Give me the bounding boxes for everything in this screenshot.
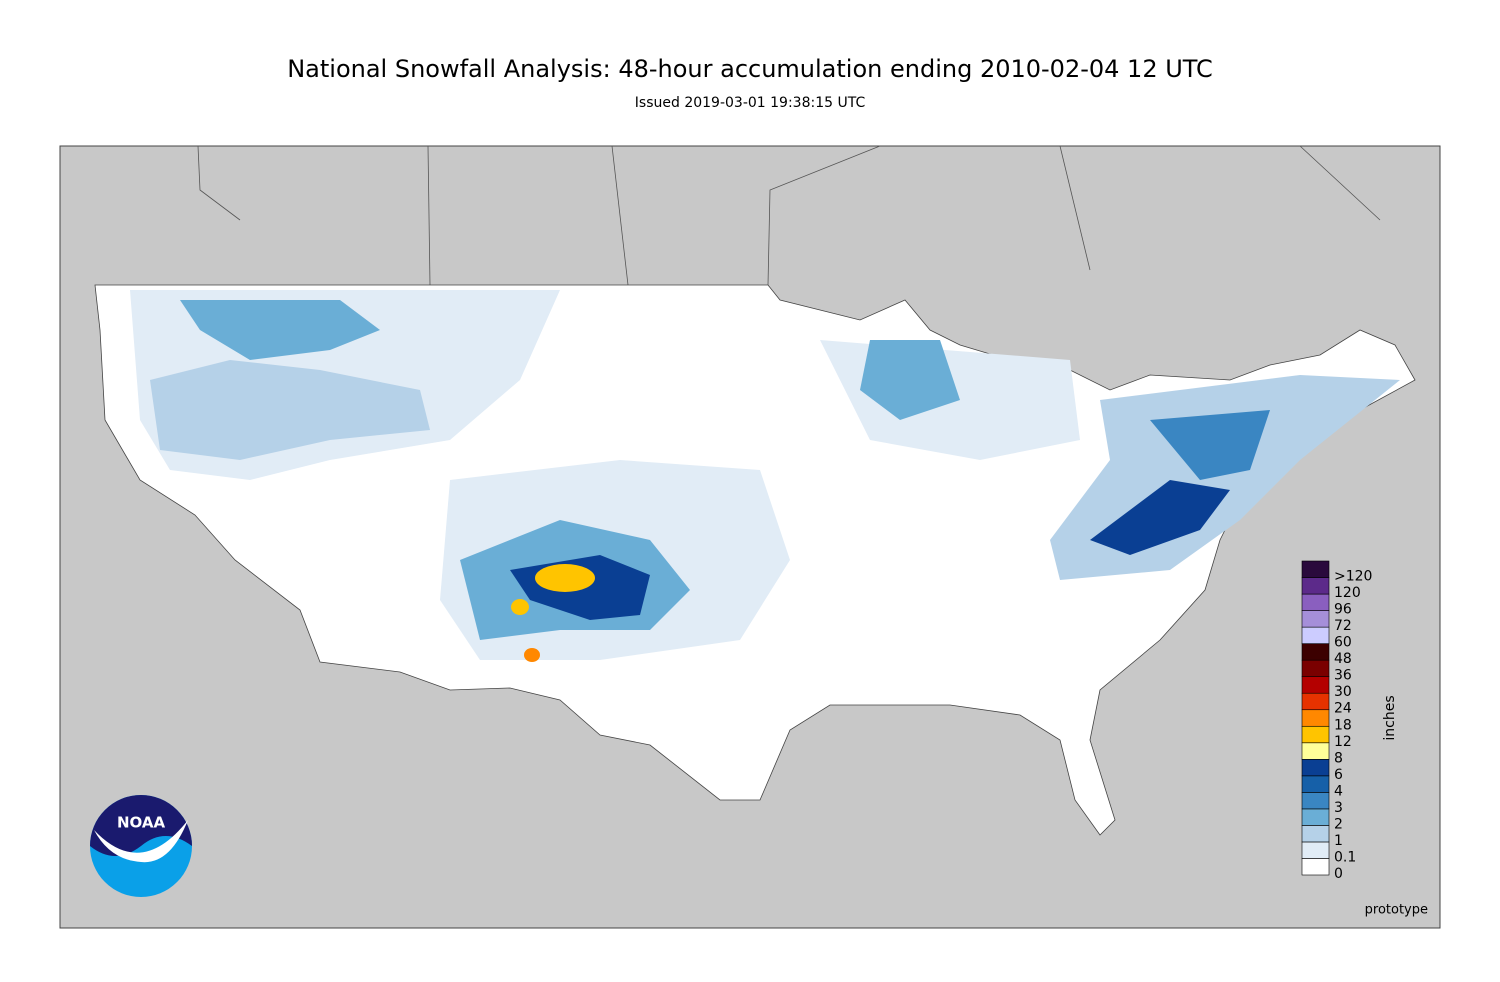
legend-label: 48 <box>1334 651 1352 667</box>
legend-swatch <box>1301 825 1330 843</box>
legend-swatch <box>1301 759 1330 777</box>
legend-swatch <box>1301 858 1330 876</box>
title: National Snowfall Analysis: 48-hour accu… <box>287 55 1213 83</box>
legend-label: 72 <box>1334 618 1352 634</box>
legend-swatch <box>1301 626 1330 644</box>
legend-label: 6 <box>1334 767 1343 783</box>
legend-label: 0 <box>1334 866 1343 882</box>
noaa-logo: NOAA <box>90 795 192 897</box>
legend-swatch <box>1301 709 1330 727</box>
legend-label: 30 <box>1334 684 1352 700</box>
legend-swatch <box>1301 560 1330 578</box>
legend-label: 1 <box>1334 833 1343 849</box>
logo-text: NOAA <box>117 814 166 832</box>
legend-swatch <box>1301 775 1330 793</box>
legend-swatch <box>1301 692 1330 711</box>
legend-label: 60 <box>1334 635 1352 651</box>
legend-label: 2 <box>1334 816 1343 832</box>
legend-label: 36 <box>1334 668 1352 684</box>
legend-swatch <box>1301 792 1330 810</box>
legend-label: 24 <box>1334 701 1352 717</box>
legend-swatch <box>1301 659 1330 677</box>
legend-swatch <box>1301 643 1330 661</box>
legend-swatch <box>1301 593 1330 611</box>
prototype-label: prototype <box>1365 903 1428 918</box>
legend-label: 12 <box>1334 734 1352 750</box>
snow-areas <box>130 290 1400 662</box>
legend-label: 4 <box>1334 783 1343 799</box>
subtitle: Issued 2019-03-01 19:38:15 UTC <box>635 95 866 111</box>
legend-swatch <box>1301 610 1330 628</box>
legend-label: 120 <box>1334 585 1361 601</box>
legend-swatch <box>1301 577 1330 595</box>
legend-swatch <box>1301 742 1330 760</box>
legend-unit: inches <box>1382 695 1398 740</box>
legend-label: >120 <box>1334 569 1372 585</box>
legend-swatch <box>1301 841 1330 859</box>
legend-label: 0.1 <box>1334 849 1356 865</box>
legend-swatch <box>1301 676 1330 694</box>
legend-label: 3 <box>1334 800 1343 816</box>
legend-swatch <box>1301 808 1330 826</box>
legend-label: 18 <box>1334 717 1352 733</box>
legend-swatch <box>1301 725 1330 744</box>
legend-label: 8 <box>1334 750 1343 766</box>
borders <box>197 145 1381 286</box>
legend-label: 96 <box>1334 602 1352 618</box>
